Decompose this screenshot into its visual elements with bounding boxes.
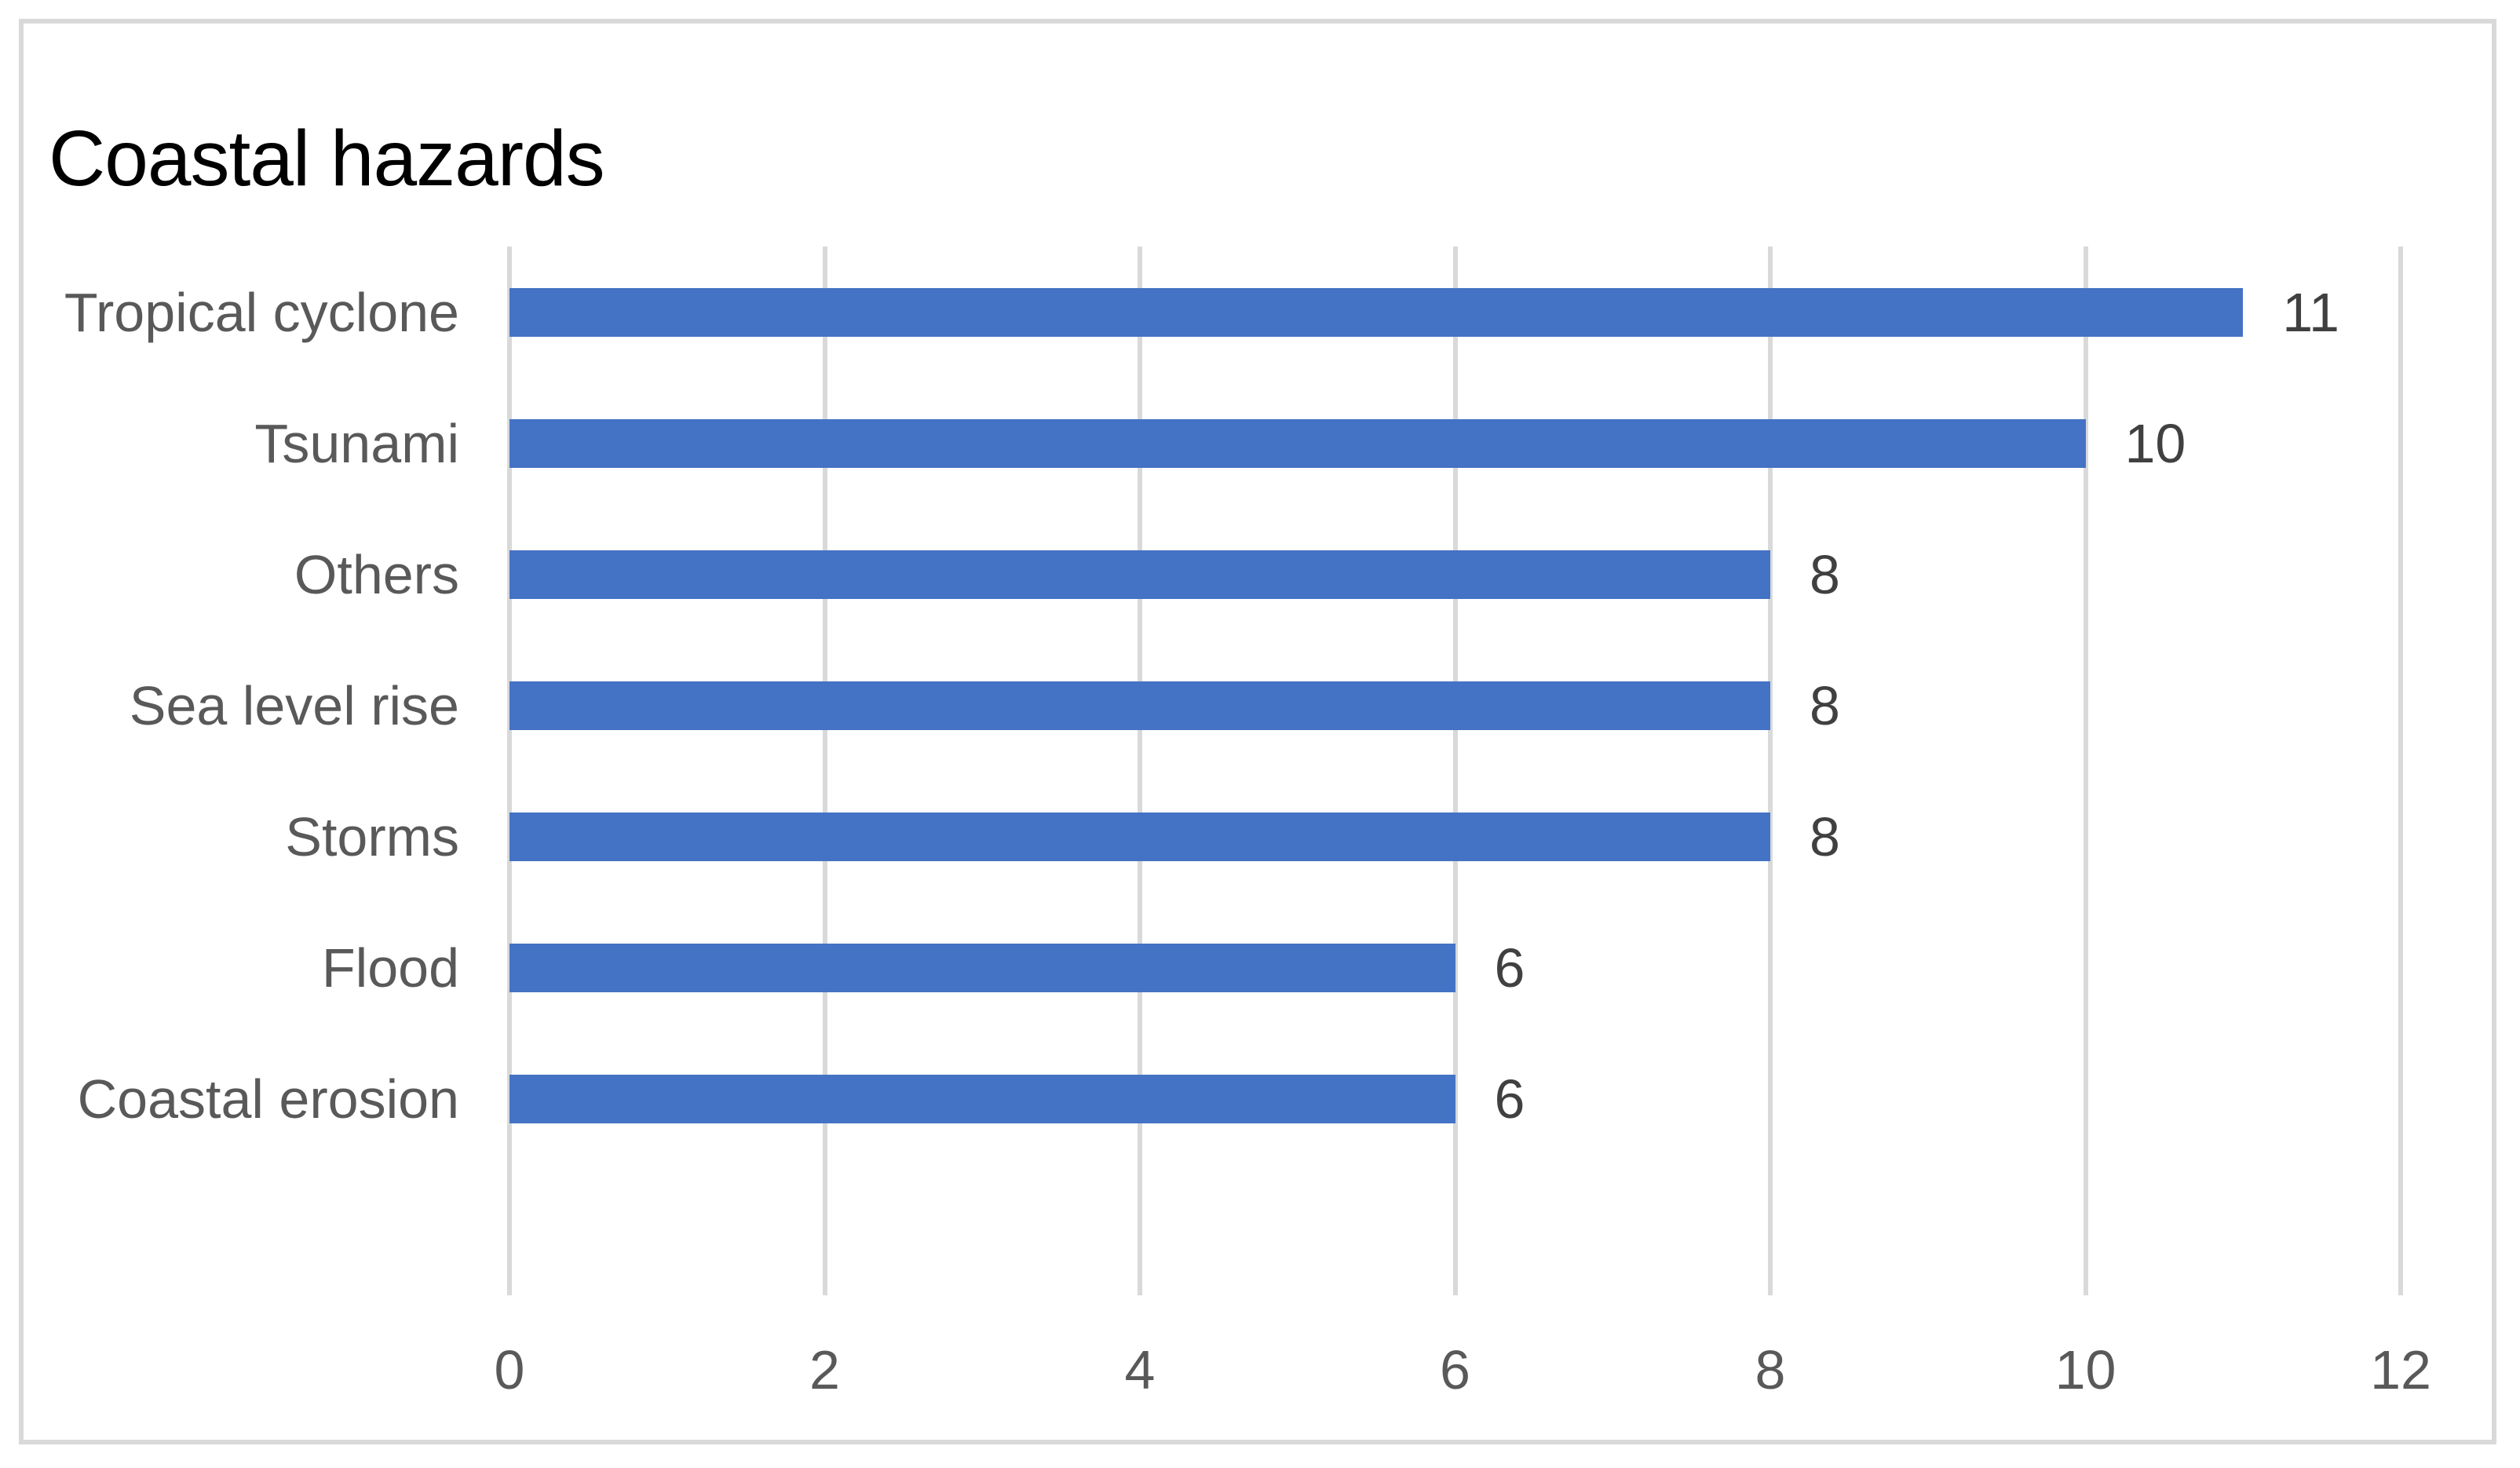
bar-row: Sea level rise 8 [130, 674, 2401, 736]
category-label: Tropical cyclone [64, 281, 459, 343]
category-label: Others [294, 543, 459, 605]
bar-coastal-erosion [509, 1074, 1455, 1123]
gridline-x-8 [1768, 246, 1773, 1295]
category-label: Storms [285, 805, 459, 867]
bar-tsunami [509, 418, 2086, 468]
data-label: 11 [2282, 281, 2339, 343]
gridline-x-6 [1452, 246, 1458, 1295]
category-label: Tsunami [254, 412, 459, 474]
bar-flood [509, 943, 1455, 992]
x-tick-label-0: 0 [494, 1339, 525, 1400]
bar-row: Flood 6 [322, 937, 2401, 999]
category-label: Flood [321, 937, 459, 999]
x-tick-label-6: 6 [1440, 1339, 1470, 1400]
data-label: 10 [2124, 412, 2186, 474]
gridline-x-0 [507, 246, 512, 1295]
category-label: Sea level rise [129, 674, 459, 736]
chart-title: Coastal hazards [49, 115, 605, 203]
bar-tropical-cyclone [509, 287, 2244, 337]
gridline-x-12 [2398, 246, 2403, 1295]
bar-others [509, 550, 1770, 599]
x-tick-label-8: 8 [1755, 1339, 1786, 1400]
bar-storms [509, 812, 1770, 861]
bar-row: Others 8 [294, 543, 2401, 605]
bar-row: Tropical cyclone 11 [64, 281, 2401, 343]
plot-area: Tropical cyclone 11 Tsunami 10 Others 8 Sea le… [64, 246, 2403, 1295]
data-label: 8 [1809, 674, 1840, 736]
bar-row: Storms 8 [285, 805, 2401, 867]
x-tick-label-10: 10 [2054, 1339, 2116, 1400]
bar-row: Tsunami 10 [254, 412, 2401, 474]
gridline-x-4 [1138, 246, 1142, 1295]
x-tick-label-4: 4 [1124, 1339, 1156, 1400]
bar-row: Coastal erosion 6 [78, 1068, 2401, 1130]
category-label: Coastal erosion [77, 1068, 459, 1130]
data-label: 6 [1494, 1068, 1525, 1130]
bar-sea-level-rise [509, 681, 1770, 730]
x-axis-tick-labels: 0 2 4 6 8 10 12 [495, 1335, 2431, 1405]
data-label: 8 [1809, 543, 1840, 605]
data-label: 6 [1494, 937, 1525, 999]
gridline-x-2 [822, 246, 827, 1295]
x-tick-label-12: 12 [2370, 1339, 2431, 1400]
gridline-x-10 [2083, 246, 2088, 1295]
data-label: 8 [1809, 805, 1840, 867]
x-tick-label-2: 2 [809, 1339, 840, 1400]
